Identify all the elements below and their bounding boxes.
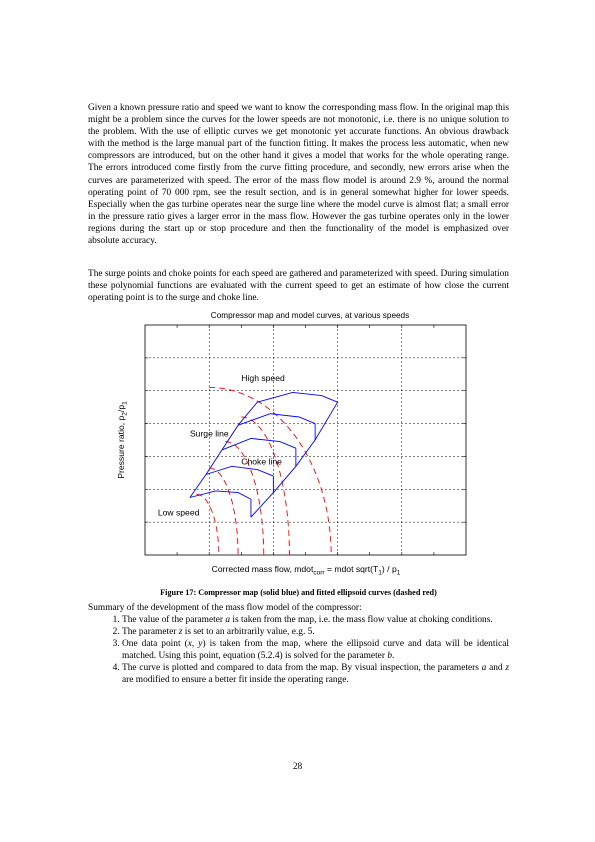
chart-annotation: High speed <box>241 373 285 383</box>
chart-annotation: Low speed <box>158 508 200 518</box>
choke-line <box>250 401 338 518</box>
step-item: One data point (x, y) is taken from the … <box>122 638 509 662</box>
body-paragraph-2: The surge points and choke points for ea… <box>88 269 509 304</box>
model-curve <box>225 441 265 556</box>
surge-line <box>189 401 258 498</box>
plot-area <box>144 324 467 556</box>
map-speed-line <box>221 437 297 451</box>
axis-ticks <box>145 325 466 555</box>
page-number: 28 <box>292 762 303 772</box>
chart-annotation: Choke line <box>241 457 282 467</box>
model-curve <box>209 467 239 555</box>
map-speed-line <box>189 490 252 500</box>
model-curve <box>196 493 220 555</box>
summary-intro: Summary of the development of the mass f… <box>88 603 362 613</box>
map-speed-line <box>205 465 274 477</box>
annotations: High speed Surge line Choke line Low speed <box>158 373 285 518</box>
step-item: The parameter z is set to an arbitrarily… <box>122 626 509 638</box>
x-axis-label: Corrected mass flow, mdotcorr = mdot sqr… <box>212 564 401 577</box>
step-item: The curve is plotted and compared to dat… <box>122 662 509 686</box>
chart-title: Compressor map and model curves, at vari… <box>210 311 410 320</box>
map-speed-line <box>257 391 338 403</box>
map-speed-line <box>237 413 316 426</box>
grid-lines <box>145 325 466 555</box>
step-item: The value of the parameter a is taken fr… <box>122 614 509 626</box>
figure-caption: Figure 17: Compressor map (solid blue) a… <box>160 588 437 597</box>
model-curve <box>241 416 290 556</box>
y-axis-label: Pressure ratio, p2/p1 <box>116 401 129 479</box>
model-curve <box>209 386 332 556</box>
chart-annotation: Surge line <box>190 429 229 439</box>
data-series <box>189 386 338 556</box>
body-paragraph-1: Given a known pressure ratio and speed w… <box>88 103 509 247</box>
summary-steps-list: The value of the parameter a is taken fr… <box>88 614 509 687</box>
